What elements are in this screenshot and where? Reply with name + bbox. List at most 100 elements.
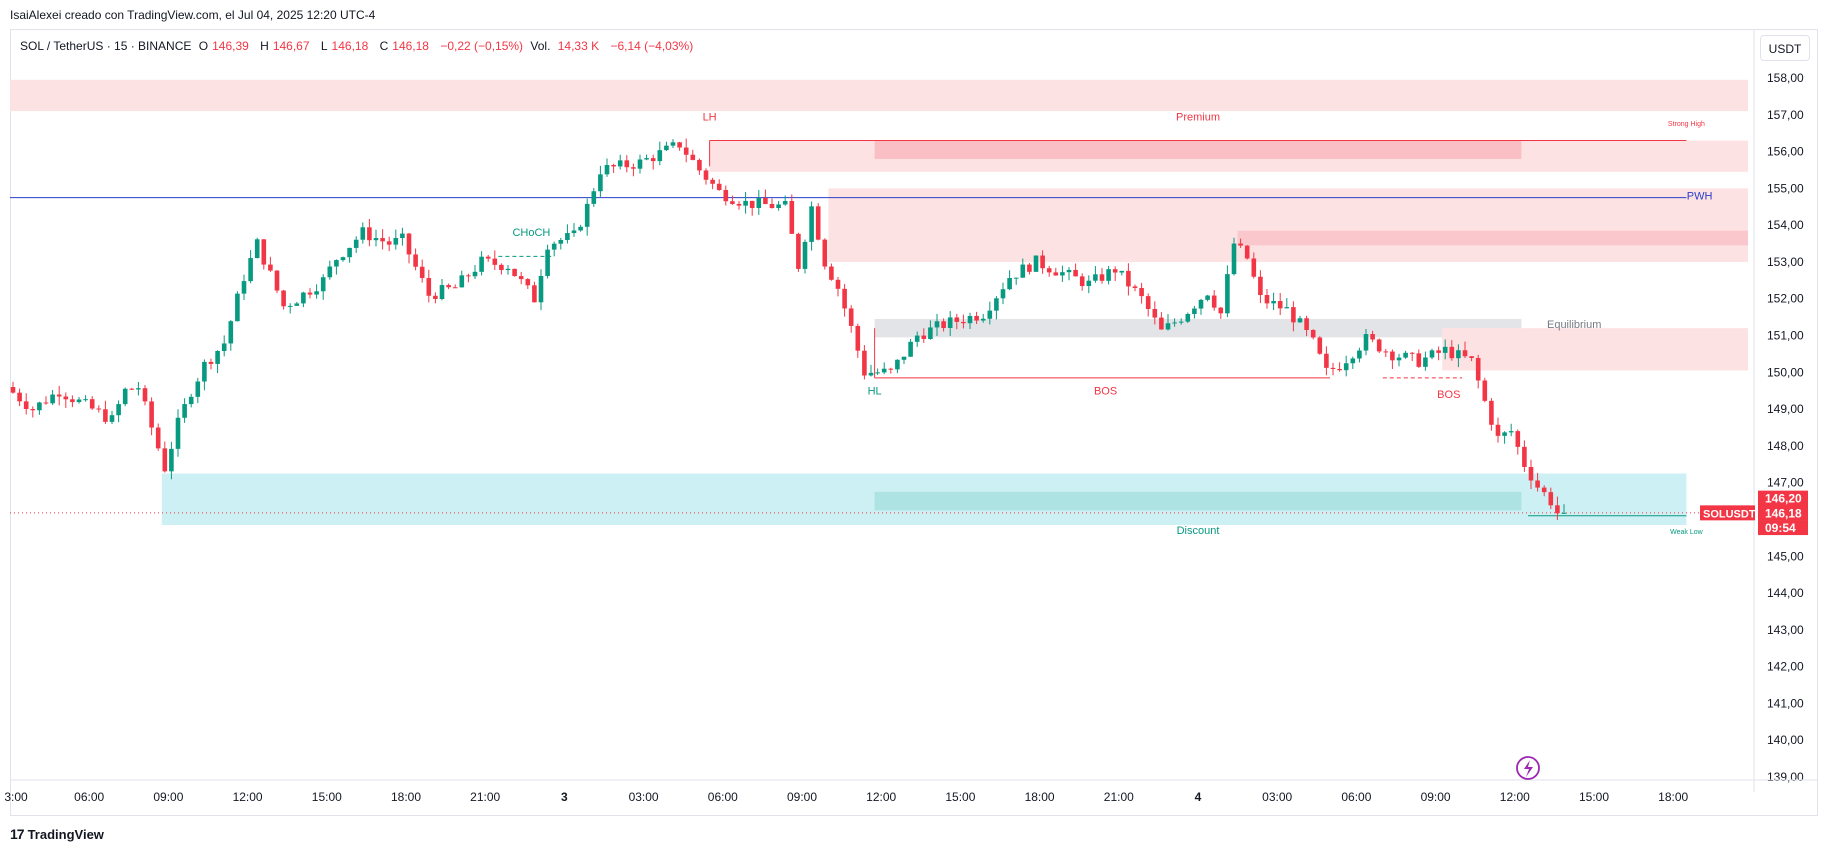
candle-body (1469, 356, 1474, 359)
zone-box (874, 318, 1522, 338)
candle-body (373, 238, 379, 241)
price-tag-label: 146,20 (1765, 492, 1802, 506)
candle-body (1555, 505, 1560, 514)
candle-body (690, 154, 696, 160)
candle-body (221, 343, 227, 352)
candle-body (327, 266, 333, 278)
candle-body (789, 200, 795, 234)
candle-body (268, 264, 273, 271)
time-tick-label: 06:00 (1341, 790, 1371, 804)
price-tick-label: 147,00 (1767, 476, 1804, 490)
candle-body (1317, 337, 1323, 354)
candle-body (459, 275, 465, 288)
candle-body (466, 275, 471, 277)
candle-body (1535, 480, 1540, 488)
candle-body (499, 264, 504, 271)
candle-body (1099, 274, 1105, 281)
open-label: O (198, 39, 209, 53)
close-label: C (379, 39, 389, 53)
zone-box (1237, 230, 1748, 246)
candle-body (598, 174, 603, 192)
candle-body (360, 227, 366, 240)
candle-body (1013, 277, 1019, 279)
candle-body (1449, 346, 1455, 359)
candle-body (1046, 268, 1052, 273)
candle-body (63, 396, 69, 400)
candle-body (677, 142, 682, 148)
candle-body (1258, 276, 1263, 296)
candle-body (1337, 369, 1342, 371)
candle-body (215, 351, 220, 364)
candle-body (1007, 277, 1012, 290)
candle-body (1198, 299, 1204, 309)
time-tick-label: 3 (561, 790, 568, 804)
price-tick-label: 150,00 (1767, 365, 1804, 379)
candle-body (446, 285, 451, 288)
candle-body (1132, 286, 1138, 289)
price-tick-label: 140,00 (1767, 733, 1804, 747)
candle-body (294, 303, 300, 306)
candle-body (241, 281, 247, 294)
candle-body (1106, 269, 1111, 281)
candle-body (1350, 358, 1356, 364)
currency-button[interactable]: USDT (1760, 35, 1810, 61)
low-label: L (320, 39, 328, 53)
candle-body (961, 321, 966, 324)
candle-body (763, 197, 768, 205)
marker-label: LH (703, 111, 717, 123)
candle-body (1390, 351, 1395, 361)
candle-body (1515, 431, 1521, 447)
candle-body (637, 159, 643, 169)
price-tick-label: 139,00 (1767, 770, 1804, 784)
candle-body (1357, 350, 1362, 359)
candle-body (96, 408, 102, 410)
candle-body (122, 388, 128, 405)
candle-body (1528, 466, 1534, 481)
candle-body (1442, 346, 1448, 353)
price-tick-label: 144,00 (1767, 586, 1804, 600)
symbol-name[interactable]: SOL / TetherUS · 15 · BINANCE (20, 39, 192, 53)
close-value: 146,18 (392, 39, 429, 53)
candle-body (683, 147, 689, 155)
open-value: 146,39 (212, 39, 249, 53)
candle-body (23, 401, 29, 410)
candle-body (1370, 334, 1375, 340)
candle-body (1429, 350, 1435, 358)
candle-body (921, 335, 927, 339)
marker-label: PWH (1687, 190, 1713, 202)
candle-body (617, 160, 623, 167)
candle-body (1119, 270, 1125, 273)
candle-body (1297, 318, 1303, 323)
candle-body (274, 270, 280, 291)
candle-body (723, 189, 729, 202)
candle-body (155, 427, 161, 449)
candle-body (1086, 280, 1092, 287)
candle-body (314, 291, 319, 295)
candle-body (1409, 352, 1415, 354)
candle-body (796, 233, 801, 269)
candle-body (822, 239, 828, 267)
candle-body (492, 258, 498, 265)
chart-zones (10, 79, 1748, 525)
candle-body (228, 321, 234, 344)
price-tag-box (1758, 520, 1808, 536)
candle-body (433, 295, 438, 299)
tradingview-logo[interactable]: 17 TradingView (10, 826, 104, 842)
candle-body (1159, 317, 1164, 330)
bolt-icon[interactable] (1516, 756, 1540, 780)
candle-body (505, 268, 511, 271)
price-tag-label: 09:54 (1765, 521, 1796, 535)
symbol-tag-label: SOLUSDT (1703, 508, 1756, 520)
candle-body (1462, 350, 1468, 357)
chart-frame[interactable] (10, 29, 1818, 816)
candle-body (182, 404, 187, 418)
time-tick-label: 09:00 (1421, 790, 1451, 804)
brand-name: TradingView (27, 826, 104, 842)
zone-box (828, 188, 1748, 262)
candle-body (1172, 322, 1177, 324)
candle-body (1383, 351, 1389, 353)
candle-body (43, 402, 49, 404)
candle-body (512, 268, 517, 277)
